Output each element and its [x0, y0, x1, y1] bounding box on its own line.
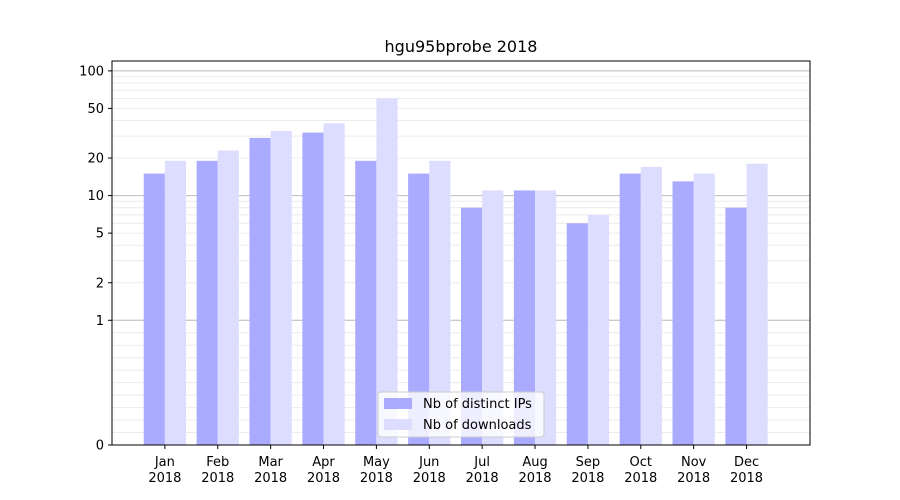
- bar-distinct-ips: [355, 160, 377, 445]
- x-tick-label-month: Jun: [418, 455, 439, 470]
- legend-label-downloads: Nb of downloads: [423, 418, 532, 433]
- y-tick-label: 2: [96, 276, 104, 291]
- y-tick-label: 5: [96, 227, 104, 242]
- x-tick-label-year: 2018: [730, 471, 763, 486]
- y-tick-label: 50: [87, 102, 104, 117]
- x-tick-label-month: Feb: [206, 455, 229, 470]
- bar-distinct-ips: [725, 207, 747, 445]
- x-tick-label-year: 2018: [254, 471, 287, 486]
- bar-downloads: [587, 214, 610, 445]
- bar-downloads: [270, 130, 292, 445]
- x-tick-label-year: 2018: [360, 471, 393, 486]
- x-tick-label-month: Jan: [154, 455, 175, 470]
- x-tick-label-month: Sep: [576, 455, 601, 470]
- chart-title: hgu95bprobe 2018: [385, 37, 538, 56]
- legend-box: [377, 391, 545, 438]
- bar-downloads: [482, 190, 504, 445]
- bar-distinct-ips: [143, 173, 165, 445]
- plot-frame: [111, 60, 811, 446]
- bar-distinct-ips: [408, 173, 430, 445]
- legend-swatch-distinct-ips: [384, 398, 412, 409]
- bar-distinct-ips: [196, 160, 218, 445]
- x-tick-label-year: 2018: [201, 471, 234, 486]
- x-tick-label-month: Apr: [312, 455, 335, 470]
- bar-downloads: [535, 190, 557, 445]
- bar-distinct-ips: [672, 181, 694, 445]
- x-tick-label-year: 2018: [624, 471, 657, 486]
- legend-swatch-downloads: [384, 419, 412, 430]
- bar-distinct-ips: [461, 207, 483, 445]
- x-tick-label-year: 2018: [413, 471, 446, 486]
- x-tick-label-month: Jul: [473, 455, 490, 470]
- x-tick-label-year: 2018: [571, 471, 604, 486]
- x-tick-label-month: Mar: [258, 455, 283, 470]
- x-tick-label-month: Dec: [734, 455, 759, 470]
- y-tick-label: 10: [87, 189, 104, 204]
- bar-downloads: [640, 166, 662, 445]
- bar-distinct-ips: [249, 137, 271, 446]
- bar-distinct-ips: [619, 173, 641, 445]
- y-tick-label: 1: [96, 314, 104, 329]
- x-axis: Jan2018Feb2018Mar2018Apr2018May2018Jun20…: [148, 445, 763, 486]
- bar-downloads: [323, 123, 345, 446]
- legend-label-distinct-ips: Nb of distinct IPs: [423, 397, 532, 412]
- bar-distinct-ips: [302, 132, 324, 446]
- bar-downloads: [217, 150, 239, 445]
- bar-downloads: [376, 98, 398, 446]
- x-tick-label-month: Nov: [681, 455, 707, 470]
- bar-downloads: [746, 163, 768, 445]
- x-tick-label-month: Aug: [522, 455, 547, 470]
- x-tick-label-year: 2018: [148, 471, 181, 486]
- legend: Nb of distinct IPs Nb of downloads: [377, 391, 545, 438]
- x-tick-label-year: 2018: [307, 471, 340, 486]
- y-axis: 0 1 2 5 10 20 50 100: [79, 64, 112, 454]
- bar-downloads: [429, 160, 451, 445]
- y-tick-label: 20: [87, 152, 104, 167]
- x-tick-label-month: Oct: [630, 455, 652, 470]
- bar-distinct-ips: [566, 223, 588, 445]
- x-tick-label-year: 2018: [466, 471, 499, 486]
- x-tick-label-year: 2018: [677, 471, 710, 486]
- bar-downloads: [164, 160, 187, 445]
- bars: [143, 98, 768, 446]
- bar-downloads: [693, 173, 715, 445]
- bar-distinct-ips: [513, 190, 536, 445]
- x-tick-label-year: 2018: [518, 471, 551, 486]
- y-tick-label: 0: [96, 439, 104, 454]
- y-tick-label: 100: [79, 64, 104, 79]
- x-tick-label-month: May: [363, 455, 390, 470]
